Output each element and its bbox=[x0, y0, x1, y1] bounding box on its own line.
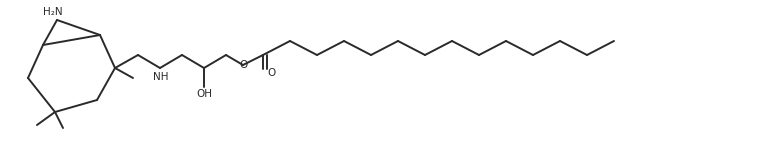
Text: O: O bbox=[268, 68, 276, 78]
Text: NH: NH bbox=[154, 72, 169, 82]
Text: O: O bbox=[240, 60, 248, 70]
Text: OH: OH bbox=[196, 89, 212, 99]
Text: H₂N: H₂N bbox=[43, 7, 63, 17]
